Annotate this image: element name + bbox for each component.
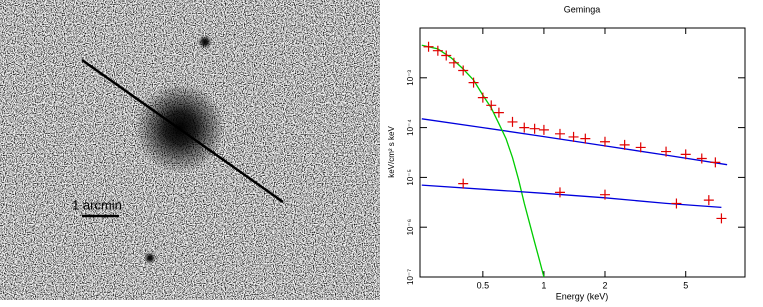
model-line	[421, 118, 728, 166]
data-point	[507, 116, 518, 127]
data-point	[710, 157, 721, 168]
data-point	[680, 149, 691, 160]
y-tick-label: 10⁻³	[406, 70, 415, 86]
y-tick-label: 10⁻⁶	[406, 219, 415, 235]
data-point	[599, 136, 610, 147]
y-tick-label: 10⁻⁵	[406, 169, 415, 185]
data-point	[458, 65, 469, 76]
y-axis-label: keV/cm² s keV	[387, 126, 396, 178]
data-point	[448, 57, 459, 68]
data-point	[671, 198, 682, 209]
y-tick-label: 10⁻⁴	[406, 119, 415, 136]
data-point	[554, 128, 565, 139]
faint-source	[198, 35, 212, 49]
data-point	[696, 153, 707, 164]
data-point	[619, 139, 630, 150]
plot: 0.5 1 2 5 10⁻⁷ 10⁻⁶ 10⁻⁵ 10⁻⁴ 10⁻³	[406, 28, 745, 290]
data-point	[477, 92, 488, 103]
data-point	[568, 131, 579, 142]
data-point	[458, 178, 469, 189]
data-point	[703, 195, 714, 206]
x-tick-label: 1	[541, 280, 546, 290]
data-point	[432, 45, 443, 56]
data-point	[599, 189, 610, 200]
data-point	[580, 133, 591, 144]
x-tick-label: 5	[683, 280, 688, 290]
data-point	[554, 187, 565, 198]
faint-source	[144, 252, 156, 264]
y-tick-label: 10⁻⁷	[406, 269, 415, 285]
model-line	[421, 184, 722, 209]
x-axis-label: Energy (keV)	[556, 291, 609, 301]
chart-title: Geminga	[564, 4, 601, 14]
data-point	[486, 100, 497, 111]
data-point	[661, 146, 672, 157]
sky-image: 1 arcmin	[0, 0, 380, 300]
x-tick-label: 0.5	[477, 280, 490, 290]
track-line	[81, 58, 284, 204]
plot-frame	[419, 27, 746, 278]
data-point	[493, 107, 504, 118]
x-tick-label: 2	[602, 280, 607, 290]
data-point	[529, 123, 540, 134]
data-point	[538, 124, 549, 135]
scale-label: 1 arcmin	[72, 197, 122, 212]
data-point	[468, 77, 479, 88]
data-point	[519, 122, 530, 133]
data-point	[635, 142, 646, 153]
data-point	[423, 41, 434, 52]
model-line	[421, 44, 545, 278]
data-point	[716, 213, 727, 224]
data-point	[441, 50, 452, 61]
